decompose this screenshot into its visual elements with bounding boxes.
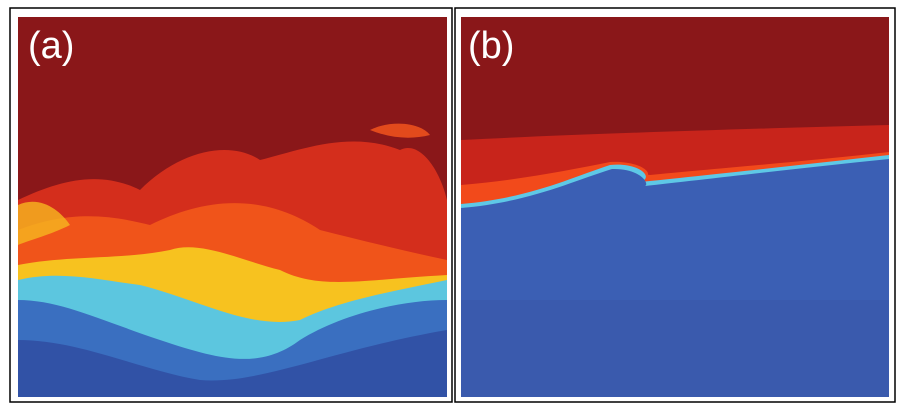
panel-b-image [461,17,889,397]
panel-label: (b) [468,25,514,67]
panel-label: (a) [28,25,74,67]
panel-a-image [18,17,447,397]
figure: (a) (b) [0,0,901,410]
